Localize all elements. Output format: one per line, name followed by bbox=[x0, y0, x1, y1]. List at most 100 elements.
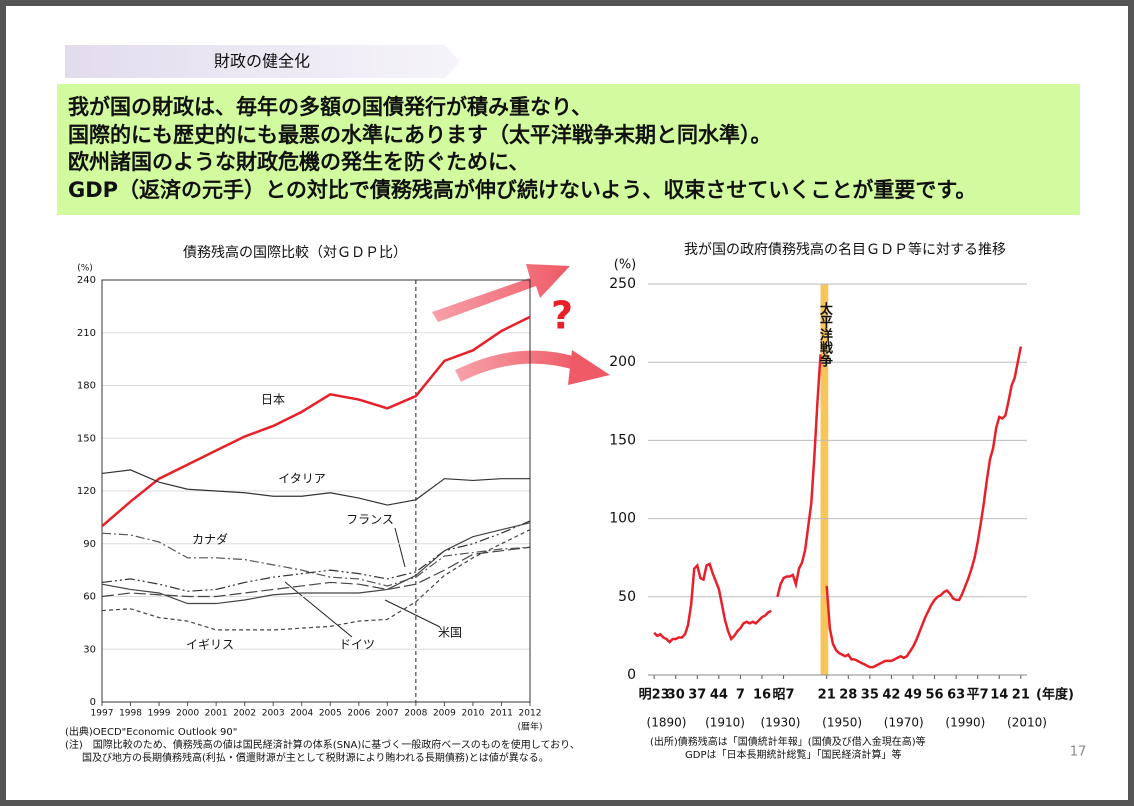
series-line bbox=[101, 315, 531, 528]
y-tick-label: 0 bbox=[627, 667, 636, 683]
section-ribbon bbox=[65, 45, 460, 78]
y-tick-label: 250 bbox=[609, 276, 636, 292]
x-tick-label: 2001 bbox=[205, 709, 228, 719]
x-tick-label: 2000 bbox=[176, 709, 199, 719]
series-line bbox=[101, 469, 530, 506]
section-title: 財政の健全化 bbox=[214, 52, 310, 71]
y-tick-label: 100 bbox=[609, 511, 636, 527]
x-tick-label: 7 bbox=[736, 688, 745, 703]
y-tick-label: 0 bbox=[90, 697, 96, 708]
x-tick-label: 28 bbox=[839, 688, 857, 703]
y-unit: (%) bbox=[614, 258, 637, 273]
x-tick-label: 14 bbox=[990, 688, 1008, 703]
y-unit: (%) bbox=[77, 264, 93, 274]
x-tick-label: 2004 bbox=[290, 709, 313, 719]
plot-frame bbox=[101, 279, 531, 703]
era-label: (1990) bbox=[945, 716, 985, 730]
x-tick-label: 16 bbox=[753, 688, 771, 703]
y-tick-label: 210 bbox=[77, 328, 96, 339]
message-line: GDP（返済の元手）との対比で債務残高が伸び続けないよう、収束させていくことが重… bbox=[68, 178, 976, 202]
x-tick-label: 2007 bbox=[376, 709, 399, 719]
x-tick-label: 56 bbox=[926, 688, 944, 703]
x-tick-label: 21 bbox=[818, 688, 836, 703]
era-label: (1970) bbox=[884, 716, 924, 730]
message-line: 欧州諸国のような財政危機の発生を防ぐために、 bbox=[68, 150, 529, 174]
series-line bbox=[101, 529, 531, 631]
series-label: ドイツ bbox=[339, 638, 375, 652]
x-tick-label: 44 bbox=[710, 688, 728, 703]
x-tick-label: 37 bbox=[688, 688, 706, 703]
chart-title: 我が国の政府債務残高の名目ＧＤＰ等に対する推移 bbox=[684, 241, 1006, 258]
series-line bbox=[101, 520, 531, 592]
x-tick-label: 2012 bbox=[519, 709, 542, 719]
band-label: 太平洋戦争 bbox=[817, 301, 834, 368]
page-number: 17 bbox=[1070, 745, 1087, 760]
series-label: 日本 bbox=[261, 393, 285, 407]
series-label: カナダ bbox=[192, 532, 228, 547]
y-tick-label: 50 bbox=[618, 589, 636, 605]
x-tick-label: 2003 bbox=[262, 709, 285, 719]
era-label: (1950) bbox=[822, 716, 862, 730]
series-label: フランス bbox=[346, 513, 394, 527]
y-tick-label: 150 bbox=[609, 432, 636, 448]
x-tick-label: 21 bbox=[1012, 688, 1030, 703]
x-tick-label: 1999 bbox=[148, 709, 171, 719]
leader-line bbox=[394, 527, 406, 568]
x-tick-label: 35 bbox=[861, 688, 879, 703]
x-tick-label: 1998 bbox=[119, 709, 142, 719]
message-line: 我が国の財政は、毎年の多額の国債発行が積み重なり、 bbox=[68, 95, 592, 119]
x-tick-label: 2005 bbox=[319, 709, 342, 719]
x-tick-label: 30 bbox=[667, 688, 685, 703]
x-axis-label: (暦年) bbox=[517, 721, 542, 733]
x-tick-label: 明23 bbox=[639, 688, 670, 703]
y-tick-label: 60 bbox=[83, 592, 96, 603]
x-tick-label: 2008 bbox=[404, 709, 427, 719]
series-label: イギリス bbox=[186, 638, 234, 652]
message-box bbox=[57, 84, 1080, 215]
era-label: (1890) bbox=[647, 716, 687, 730]
curved-arrow bbox=[455, 350, 583, 382]
y-tick-label: 200 bbox=[609, 354, 636, 370]
note: 国及び地方の長期債務残高(利払・償還財源が主として税財源により賄われる長期債務)… bbox=[82, 751, 549, 764]
x-tick-label: 63 bbox=[947, 688, 965, 703]
x-tick-label: 49 bbox=[904, 688, 922, 703]
era-label: (1910) bbox=[705, 716, 745, 730]
x-tick-label: 1997 bbox=[91, 709, 114, 719]
note: (注) 国際比較のため、債務残高の値は国民経済計算の体系(SNA)に基づく一般政… bbox=[65, 738, 580, 751]
y-tick-label: 30 bbox=[83, 644, 96, 655]
x-tick-label: 2011 bbox=[490, 709, 513, 719]
y-tick-label: 180 bbox=[77, 381, 96, 392]
note: GDPは「日本長期統計総覧」「国民経済計算」等 bbox=[685, 748, 901, 761]
note: (出典)OECD"Economic Outlook 90" bbox=[65, 725, 237, 738]
question-mark: ? bbox=[551, 294, 573, 338]
curved-arrow-head bbox=[568, 350, 610, 385]
series-line bbox=[101, 532, 531, 587]
message-line: 国際的にも歴史的にも最悪の水準にあります（太平洋戦争末期と同水準）。 bbox=[68, 123, 772, 147]
series-label: 米国 bbox=[438, 626, 462, 640]
x-tick-label: 2009 bbox=[433, 709, 456, 719]
y-tick-label: 240 bbox=[77, 275, 96, 286]
x-tick-label: 平7 bbox=[967, 688, 989, 703]
era-label: (1930) bbox=[761, 716, 801, 730]
series-line bbox=[653, 346, 1023, 669]
x-tick-label: 2006 bbox=[347, 709, 370, 719]
leader-line bbox=[384, 599, 441, 628]
x-tick-label: 42 bbox=[882, 688, 900, 703]
x-axis-label: (年度) bbox=[1036, 687, 1074, 703]
leader-line bbox=[284, 581, 353, 638]
series-line bbox=[101, 546, 531, 598]
x-tick-label: 2010 bbox=[461, 709, 484, 719]
series-label: イタリア bbox=[278, 472, 326, 486]
x-tick-label: 昭7 bbox=[773, 688, 795, 703]
era-label: (2010) bbox=[1007, 716, 1047, 730]
up-arrow bbox=[432, 264, 570, 322]
series-line bbox=[101, 522, 531, 605]
note: (出所)債務残高は「国債統計年報」(国債及び借入金現在高)等 bbox=[650, 735, 926, 748]
y-tick-label: 90 bbox=[83, 539, 96, 550]
x-tick-label: 2002 bbox=[233, 709, 256, 719]
chart-title: 債務残高の国際比較（対ＧＤＰ比） bbox=[183, 244, 407, 261]
y-tick-label: 150 bbox=[77, 433, 96, 444]
war-band bbox=[820, 284, 829, 675]
y-tick-label: 120 bbox=[77, 486, 96, 497]
